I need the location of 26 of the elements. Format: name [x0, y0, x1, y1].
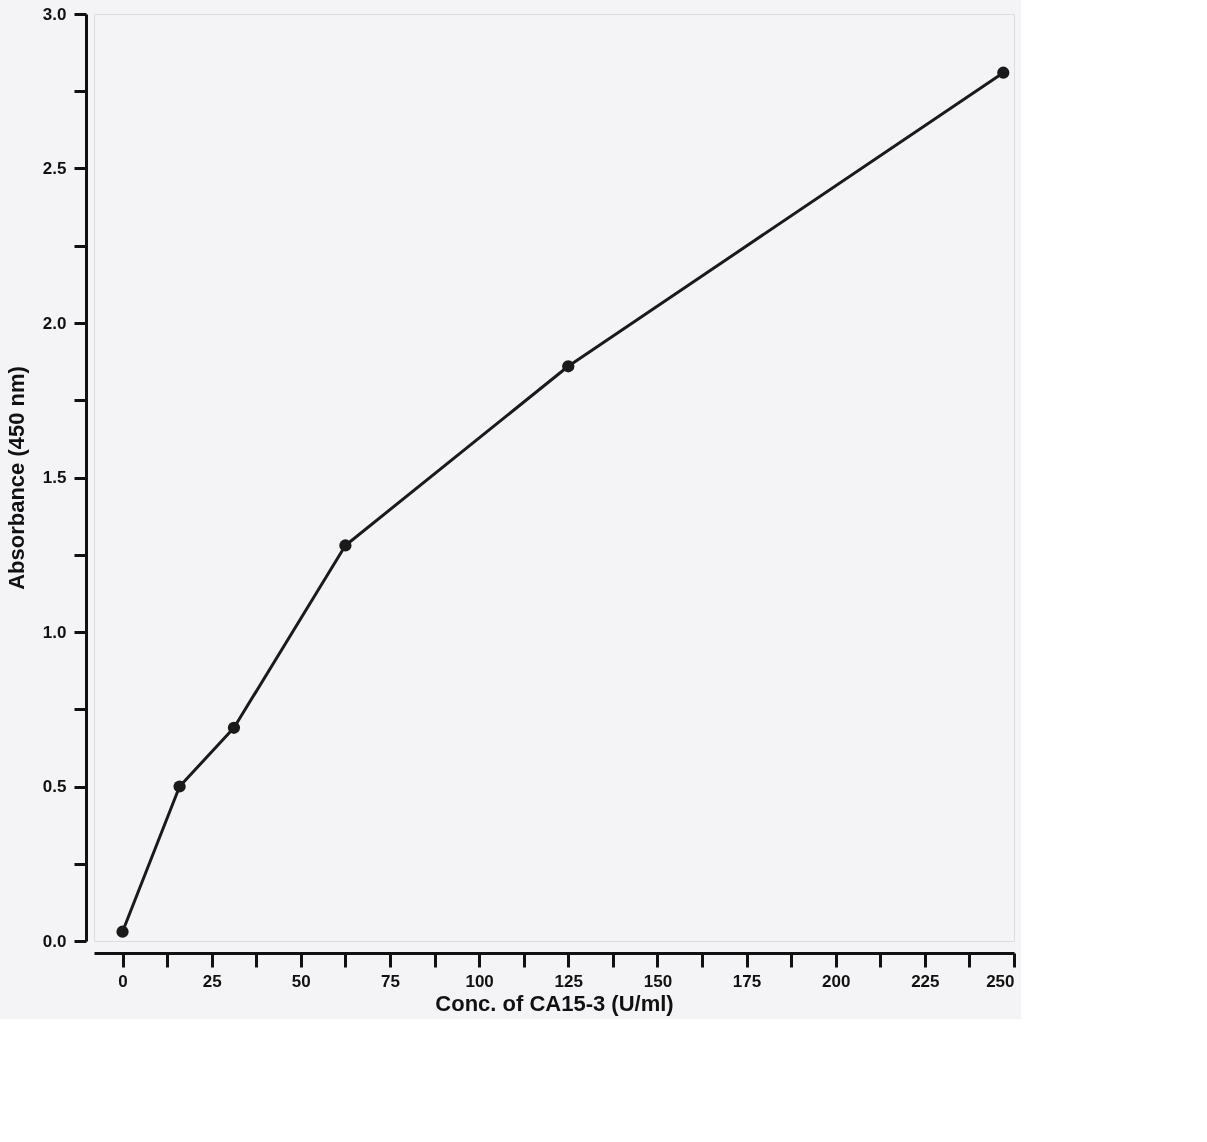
point — [562, 360, 575, 373]
x-tick-label: 200 — [822, 971, 851, 991]
x-tick-label: 50 — [291, 971, 311, 991]
point — [997, 66, 1010, 79]
y-tick-label: 1.5 — [42, 468, 67, 487]
point — [116, 925, 129, 938]
x-tick-label: 175 — [732, 971, 762, 991]
x-axis-title: Conc. of CA15-3 (U/ml) — [435, 990, 674, 1016]
x-tick-label: 150 — [643, 971, 673, 991]
y-tick-label: 0.0 — [42, 931, 67, 951]
y-tick-label: 2.5 — [42, 159, 67, 178]
x-tick-label: 225 — [911, 971, 940, 991]
y-tick-label: 1.0 — [42, 622, 67, 642]
x-tick-label: 75 — [381, 971, 400, 991]
y-tick-label: 2.0 — [42, 313, 67, 333]
x-tick-label: 250 — [986, 971, 1015, 991]
x-tick-label: 100 — [465, 971, 494, 991]
y-tick-label: 3.0 — [42, 4, 67, 24]
point — [339, 539, 352, 552]
point — [173, 780, 186, 793]
y-tick-label: 0.5 — [42, 777, 67, 796]
y-axis-title: Absorbance (450 nm) — [3, 366, 29, 590]
point — [227, 721, 241, 734]
x-tick-label: 0 — [118, 971, 128, 991]
x-tick-label: 125 — [554, 971, 583, 991]
x-tick-label: 25 — [202, 971, 222, 991]
